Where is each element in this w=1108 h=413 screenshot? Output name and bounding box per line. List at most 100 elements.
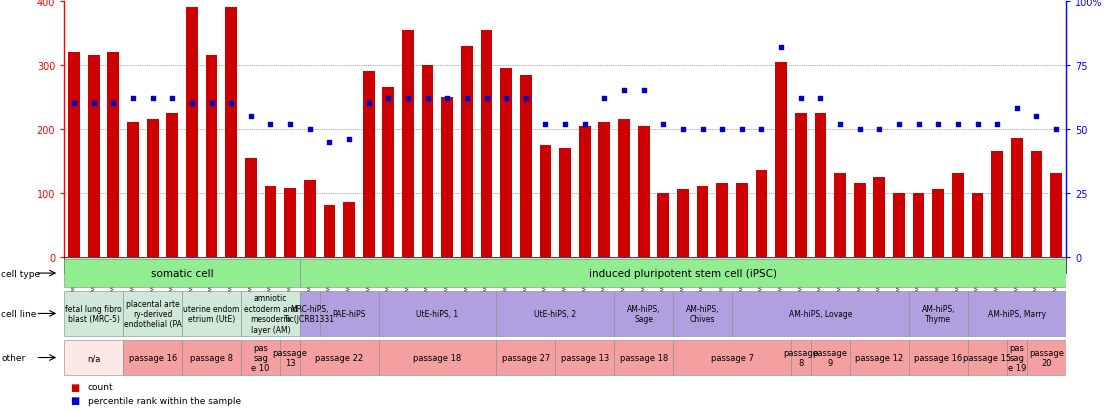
Bar — [732, 291, 909, 337]
Bar — [560, 149, 571, 257]
Point — [223, 101, 240, 107]
Bar — [1050, 174, 1061, 257]
Text: AM-hiPS, Marry: AM-hiPS, Marry — [987, 309, 1046, 318]
Bar — [814, 114, 827, 257]
Point — [1047, 126, 1065, 133]
Text: fetal lung fibro
blast (MRC-5): fetal lung fibro blast (MRC-5) — [65, 304, 122, 323]
Point — [968, 121, 986, 128]
Bar — [673, 340, 791, 375]
Bar — [673, 291, 732, 337]
Bar — [382, 88, 394, 257]
Text: UtE-hiPS, 1: UtE-hiPS, 1 — [417, 309, 459, 318]
Point — [163, 95, 181, 102]
Point — [478, 95, 495, 102]
Text: AM-hiPS, Lovage: AM-hiPS, Lovage — [789, 309, 852, 318]
Bar — [1030, 152, 1043, 257]
Bar — [893, 193, 905, 257]
Text: passage
9: passage 9 — [812, 348, 848, 367]
Bar — [834, 174, 845, 257]
Bar — [1007, 340, 1027, 375]
Bar — [520, 75, 532, 257]
Text: n/a: n/a — [88, 353, 101, 362]
Bar — [64, 257, 1066, 273]
Bar — [496, 291, 614, 337]
Bar — [166, 114, 178, 257]
Bar — [123, 291, 182, 337]
Point — [301, 126, 319, 133]
Bar — [909, 291, 967, 337]
Bar — [64, 340, 123, 375]
Bar — [402, 31, 414, 257]
Bar — [182, 340, 242, 375]
Bar — [736, 184, 748, 257]
Bar — [756, 171, 768, 257]
Bar — [618, 120, 629, 257]
Text: pas
sag
e 19: pas sag e 19 — [1007, 343, 1026, 373]
Bar — [794, 114, 807, 257]
Point — [124, 95, 142, 102]
Point — [595, 95, 613, 102]
Bar — [481, 31, 492, 257]
Text: somatic cell: somatic cell — [151, 268, 214, 278]
Point — [733, 126, 751, 133]
Text: induced pluripotent stem cell (iPSC): induced pluripotent stem cell (iPSC) — [589, 268, 777, 278]
Bar — [614, 291, 673, 337]
Text: pas
sag
e 10: pas sag e 10 — [252, 343, 270, 373]
Text: ■: ■ — [70, 395, 79, 405]
Bar — [811, 340, 850, 375]
Bar — [362, 72, 375, 257]
Bar — [697, 187, 708, 257]
Bar — [913, 193, 924, 257]
Point — [615, 88, 633, 95]
Text: passage 12: passage 12 — [855, 353, 903, 362]
Bar — [555, 340, 614, 375]
Text: passage 16: passage 16 — [129, 353, 177, 362]
Bar — [127, 123, 138, 257]
Bar — [776, 63, 787, 257]
Point — [1027, 114, 1045, 120]
Point — [576, 121, 594, 128]
Text: AM-hiPS,
Sage: AM-hiPS, Sage — [627, 304, 660, 323]
Point — [320, 139, 338, 145]
Bar — [242, 291, 300, 337]
Bar — [716, 184, 728, 257]
Point — [439, 95, 456, 102]
Bar — [638, 126, 649, 257]
Text: passage 18: passage 18 — [619, 353, 668, 362]
Point — [360, 101, 378, 107]
Point — [399, 95, 417, 102]
Bar — [850, 340, 909, 375]
Point — [65, 101, 83, 107]
Bar — [873, 177, 885, 257]
Point — [910, 121, 927, 128]
Bar — [496, 340, 555, 375]
Bar — [64, 291, 123, 337]
Text: GDS3842 / 17342: GDS3842 / 17342 — [63, 0, 174, 1]
Text: AM-hiPS,
Chives: AM-hiPS, Chives — [686, 304, 719, 323]
Text: uterine endom
etrium (UtE): uterine endom etrium (UtE) — [184, 304, 239, 323]
Text: passage 13: passage 13 — [561, 353, 608, 362]
Bar — [300, 259, 1066, 288]
Bar — [909, 340, 967, 375]
Text: passage
20: passage 20 — [1028, 348, 1064, 367]
Text: placental arte
ry-derived
endothelial (PA: placental arte ry-derived endothelial (P… — [124, 299, 182, 328]
Bar — [69, 53, 80, 257]
Text: MRC-hiPS,
Tic(JCRB1331: MRC-hiPS, Tic(JCRB1331 — [285, 304, 336, 323]
Point — [261, 121, 279, 128]
Bar — [540, 145, 552, 257]
Bar — [245, 158, 257, 257]
Point — [811, 95, 829, 102]
Bar — [967, 291, 1066, 337]
Bar — [1010, 139, 1023, 257]
Point — [1008, 106, 1026, 112]
Bar — [657, 193, 669, 257]
Bar — [952, 174, 964, 257]
Point — [85, 101, 103, 107]
Bar — [854, 184, 865, 257]
Point — [871, 126, 889, 133]
Point — [497, 95, 515, 102]
Bar — [932, 190, 944, 257]
Point — [419, 95, 437, 102]
Bar — [578, 126, 591, 257]
Bar — [967, 340, 1007, 375]
